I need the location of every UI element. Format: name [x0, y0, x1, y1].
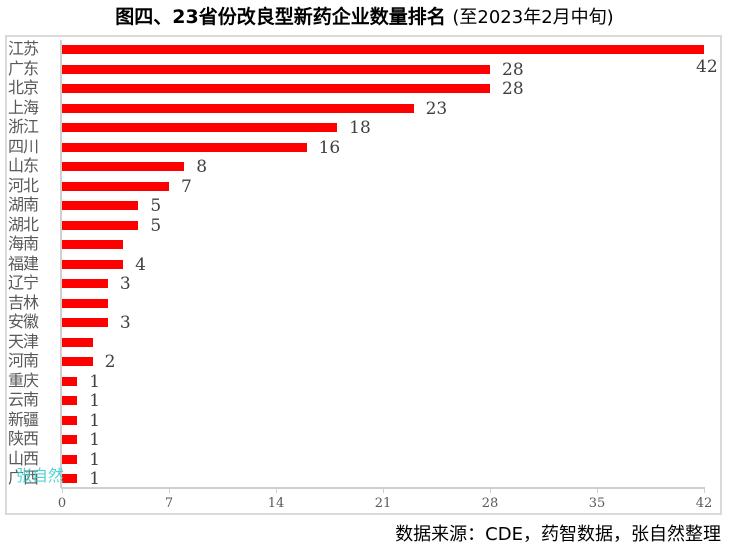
data-label: 3 [119, 274, 131, 294]
bar [62, 474, 78, 483]
bar [62, 415, 78, 425]
x-tick-label: 42 [695, 496, 713, 511]
chart-title: 图四、23省份改良型新药企业数量排名 (至2023年2月中旬) [0, 2, 729, 29]
bar [62, 181, 169, 191]
bar [62, 84, 490, 93]
data-label: 1 [89, 469, 101, 489]
data-label: 4 [135, 254, 146, 275]
bar [62, 396, 78, 405]
category-label: 湖南 [8, 195, 39, 214]
data-label: 2 [104, 352, 116, 372]
source-note: 数据来源：CDE，药智数据，张自然整理 [395, 524, 721, 545]
data-label: 7 [181, 176, 192, 197]
title-subtitle: (至2023年2月中旬) [452, 7, 614, 28]
category-label: 重庆 [8, 370, 39, 390]
x-tick-label: 0 [57, 496, 67, 511]
data-label: 28 [502, 59, 524, 80]
category-label: 山西 [8, 448, 39, 468]
x-tick [704, 488, 705, 493]
category-label: 四川 [8, 136, 39, 156]
data-label: 42 [696, 57, 718, 77]
x-tick [383, 488, 384, 493]
data-label: 1 [89, 430, 101, 450]
data-label: 5 [150, 215, 162, 236]
category-label: 湖北 [8, 214, 39, 234]
category-label: 云南 [8, 390, 39, 409]
bar [62, 142, 307, 152]
category-label: 辽宁 [8, 273, 39, 292]
bar [62, 64, 490, 74]
bar [62, 123, 338, 132]
bar [62, 103, 414, 113]
bar [62, 435, 78, 444]
category-label: 上海 [8, 97, 39, 117]
data-label: 1 [89, 371, 101, 392]
category-label: 浙江 [8, 117, 39, 136]
bar [62, 337, 93, 347]
x-tick [62, 488, 63, 493]
category-label: 广东 [8, 58, 39, 78]
category-label: 山东 [8, 156, 39, 175]
bar [62, 220, 139, 230]
data-label: 23 [425, 98, 448, 119]
category-label: 陕西 [8, 429, 39, 448]
data-label: 16 [318, 137, 341, 158]
category-label: 安徽 [8, 312, 39, 331]
bar [62, 162, 185, 171]
data-label: 1 [89, 391, 101, 411]
category-label: 吉林 [8, 292, 39, 312]
bar [62, 45, 704, 54]
bar [62, 357, 93, 366]
x-tick [276, 488, 277, 493]
category-label: 广西 [8, 468, 39, 487]
bar [62, 318, 108, 327]
x-tick-label: 21 [374, 496, 392, 511]
category-label: 河北 [8, 175, 39, 195]
category-label: 江苏 [8, 39, 39, 58]
bar [62, 376, 78, 386]
x-tick [490, 488, 491, 493]
watermark: 张自然 [16, 466, 65, 485]
x-tick-label: 28 [481, 496, 499, 511]
bar [62, 279, 108, 288]
y-axis [60, 40, 62, 488]
category-label: 新疆 [8, 409, 39, 429]
category-label: 河南 [8, 351, 39, 370]
data-label: 18 [349, 118, 371, 138]
category-label: 北京 [8, 78, 39, 97]
data-label: 1 [89, 410, 101, 431]
data-label: 5 [150, 196, 162, 216]
bar [62, 454, 78, 464]
category-label: 福建 [8, 253, 39, 273]
x-tick [169, 488, 170, 493]
bar [62, 259, 124, 269]
x-tick-label: 14 [267, 496, 285, 511]
bar [62, 240, 124, 249]
data-label: 1 [89, 449, 101, 470]
category-label: 天津 [8, 331, 39, 351]
bar [62, 298, 108, 308]
bar [62, 201, 139, 210]
x-tick [597, 488, 598, 493]
data-label: 3 [119, 313, 131, 333]
chart-frame [5, 35, 722, 515]
x-tick-label: 35 [588, 496, 606, 511]
category-label: 海南 [8, 234, 39, 253]
title-main: 图四、23省份改良型新药企业数量排名 [115, 6, 446, 28]
data-label: 8 [196, 157, 208, 177]
x-tick-label: 7 [164, 496, 174, 511]
data-label: 28 [502, 79, 524, 99]
